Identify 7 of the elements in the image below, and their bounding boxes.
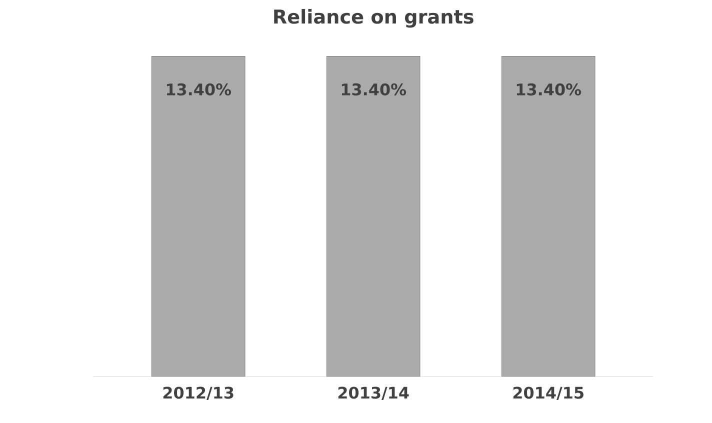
x-tick-label: 2013/14 — [338, 386, 409, 400]
data-label: 13.40% — [166, 83, 232, 96]
chart-title: Reliance on grants — [274, 9, 474, 28]
data-label: 13.40% — [516, 83, 582, 96]
data-label: 13.40% — [342, 83, 406, 96]
x-tick-label: 2014/15 — [513, 386, 584, 400]
x-tick-label: 2012/13 — [163, 386, 234, 400]
